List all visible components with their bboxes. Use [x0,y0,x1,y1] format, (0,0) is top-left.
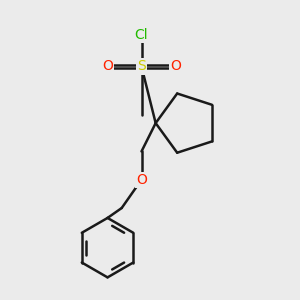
Text: O: O [170,59,181,74]
Text: O: O [102,59,113,74]
Text: O: O [136,173,147,187]
Text: Cl: Cl [135,28,148,42]
Text: S: S [137,59,146,74]
